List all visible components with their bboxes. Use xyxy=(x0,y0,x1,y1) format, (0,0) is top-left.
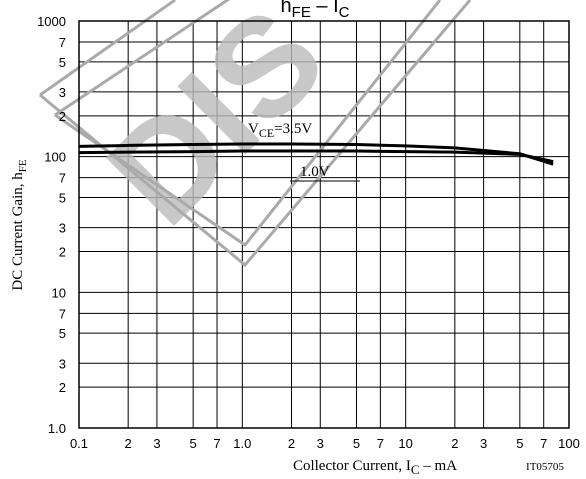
y-tick-label: 3 xyxy=(59,85,66,100)
y-tick-label: 100 xyxy=(44,150,66,165)
y-tick-label: 2 xyxy=(59,244,66,259)
x-tick-label: 1.0 xyxy=(233,436,251,451)
title-part: h xyxy=(281,0,292,17)
label-part: DC Current Gain, h xyxy=(10,172,26,291)
y-tick-label: 2 xyxy=(59,380,66,395)
y-tick-label: 7 xyxy=(59,171,66,186)
x-tick-label: 10 xyxy=(398,436,412,451)
x-tick-label: 7 xyxy=(540,436,547,451)
y-tick-label: 5 xyxy=(59,326,66,341)
figure-code: IT05705 xyxy=(526,461,564,473)
y-tick-label: 7 xyxy=(59,35,66,50)
series-line xyxy=(78,142,554,166)
x-tick-label: 5 xyxy=(516,436,523,451)
y-axis-label: DC Current Gain, hFE xyxy=(10,159,29,290)
x-tick-label: 3 xyxy=(480,436,487,451)
label-part: – mA xyxy=(420,458,458,474)
title-part: – I xyxy=(311,0,339,17)
x-tick-label: 100 xyxy=(558,436,580,451)
series-label: VCE=3.5V xyxy=(248,121,312,140)
x-tick-label: 7 xyxy=(213,436,220,451)
x-tick-label: 3 xyxy=(153,436,160,451)
x-tick-label: 5 xyxy=(353,436,360,451)
x-tick-label: 7 xyxy=(377,436,384,451)
x-tick-label: 2 xyxy=(451,436,458,451)
label-part: CE xyxy=(259,126,274,140)
y-tick-label: 10 xyxy=(52,285,66,300)
series-label: 1.0V xyxy=(300,164,330,180)
label-part: FE xyxy=(17,159,29,172)
label-part: V xyxy=(248,121,259,137)
title-part: C xyxy=(339,4,350,21)
y-tick-label: 1000 xyxy=(37,14,66,29)
y-tick-label: 1.0 xyxy=(48,421,66,436)
x-axis-label: Collector Current, IC – mA xyxy=(293,458,457,477)
chart-title: hFE – IC xyxy=(281,0,350,21)
x-tick-label: 2 xyxy=(125,436,132,451)
plot-frame xyxy=(78,20,570,429)
title-part: FE xyxy=(292,4,311,21)
y-tick-label: 3 xyxy=(59,356,66,371)
y-tick-label: 5 xyxy=(59,55,66,70)
series-line xyxy=(78,149,554,164)
label-part: C xyxy=(411,462,420,477)
x-tick-label: 5 xyxy=(190,436,197,451)
x-tick-label: 0.1 xyxy=(70,436,88,451)
label-part: Collector Current, I xyxy=(293,458,411,474)
label-part: =3.5V xyxy=(274,121,312,137)
y-tick-label: 2 xyxy=(59,109,66,124)
x-tick-label: 2 xyxy=(288,436,295,451)
x-tick-label: 3 xyxy=(317,436,324,451)
y-tick-label: 3 xyxy=(59,221,66,236)
y-tick-label: 7 xyxy=(59,306,66,321)
y-tick-label: 5 xyxy=(59,191,66,206)
